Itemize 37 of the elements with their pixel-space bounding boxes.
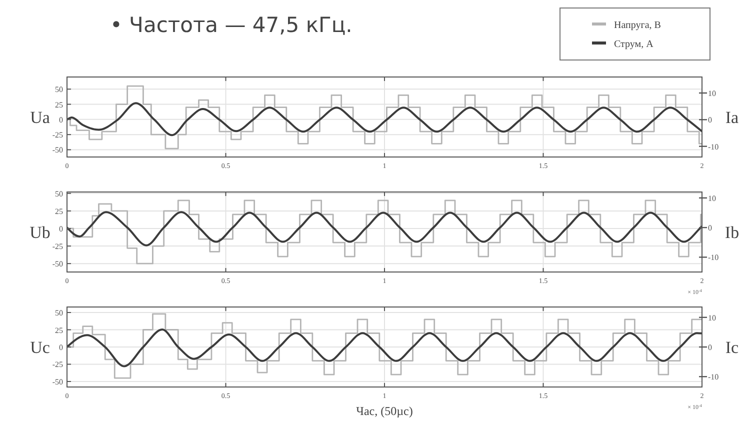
y2-tick-label: -10 [708, 372, 719, 382]
y2-tick-label: 0 [708, 116, 712, 125]
y-tick-label: 25 [55, 206, 63, 216]
x-axis-title: Час, (50µс) [356, 404, 413, 418]
y-tick-label: 25 [55, 100, 63, 110]
y2-tick-label: 0 [708, 224, 712, 233]
y-axis-title: Ub [30, 223, 50, 242]
y-axis-title: Uc [30, 338, 50, 357]
y-tick-label: 50 [55, 85, 63, 94]
y2-axis-title: Ia [725, 108, 740, 127]
legend-label: Струм, А [614, 39, 654, 50]
line-series [67, 102, 702, 136]
y2-tick-label: 0 [708, 343, 712, 352]
chart-title: • Частота — 47,5 кГц. [110, 13, 352, 37]
y2-tick-label: 10 [708, 194, 716, 203]
y-axis-title: Ua [30, 108, 50, 127]
y-tick-label: -25 [52, 130, 63, 140]
legend-label: Напруга, В [614, 20, 662, 31]
y-tick-label: -50 [52, 260, 63, 269]
line-series [67, 328, 702, 368]
y-tick-label: 25 [55, 326, 63, 335]
y2-tick-label: -10 [708, 253, 719, 262]
y2-tick-label: 10 [708, 89, 716, 98]
y-tick-label: 0 [59, 224, 63, 234]
y2-axis-title: Ic [725, 338, 740, 357]
y-tick-label: 0 [59, 115, 63, 124]
y-tick-label: -25 [52, 360, 63, 370]
y-tick-label: 50 [55, 308, 63, 318]
y-tick-label: -50 [52, 377, 63, 386]
line-series [67, 211, 702, 246]
y-tick-label: -25 [52, 242, 63, 252]
y2-tick-label: -10 [708, 142, 719, 152]
y2-tick-label: 10 [708, 313, 716, 322]
y-tick-label: -50 [52, 146, 63, 155]
y-tick-label: 50 [55, 189, 63, 198]
y2-axis-title: Ib [724, 223, 740, 242]
y-tick-label: 0 [59, 343, 63, 352]
